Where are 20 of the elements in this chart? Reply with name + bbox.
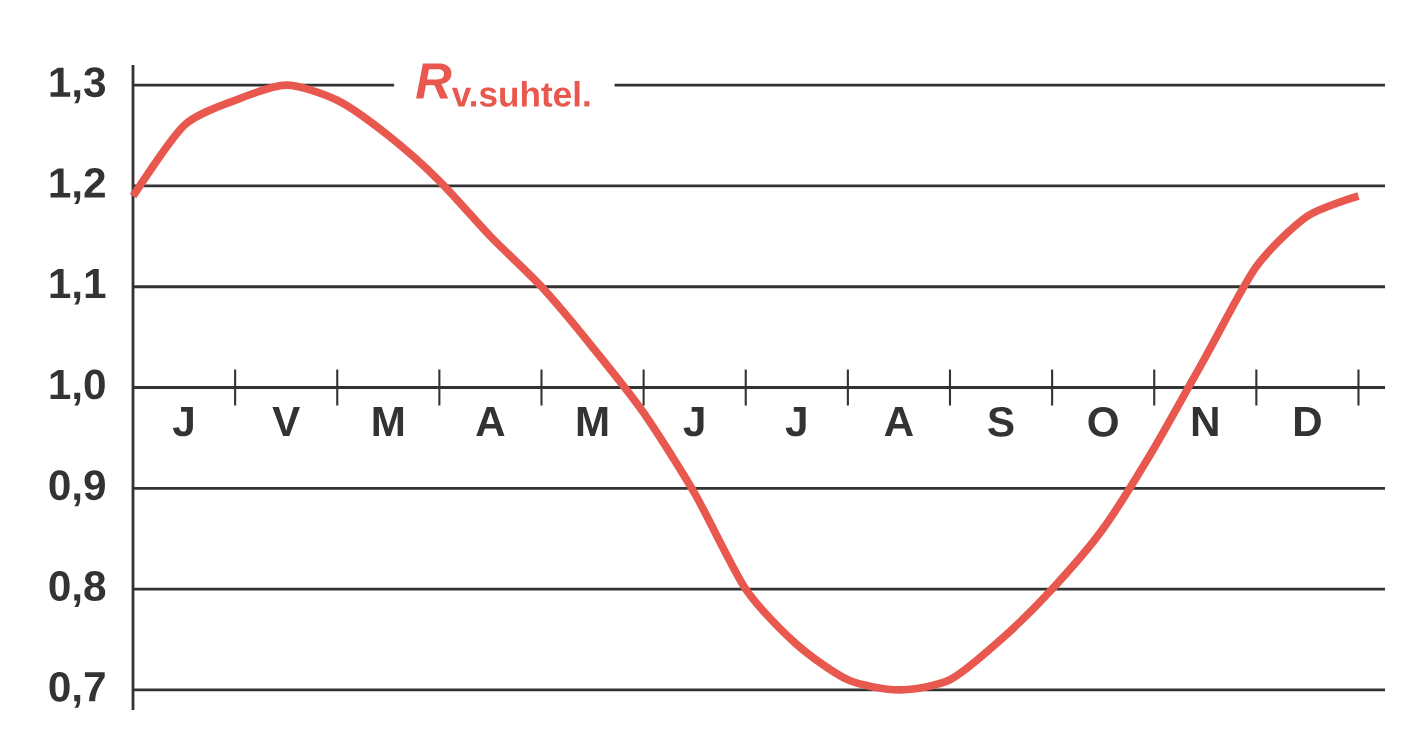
- x-tick-label: A: [476, 406, 505, 436]
- x-tick-label: S: [988, 406, 1014, 437]
- series-label: R$_{v.suhtel.}$: [416, 63, 590, 107]
- x-tick-label: N: [1192, 406, 1218, 436]
- x-tick-label: M: [577, 406, 608, 436]
- y-tick-label: 1,3: [50, 67, 106, 104]
- x-tick-label: A: [884, 406, 914, 436]
- x-tick-label: J: [173, 406, 193, 437]
- x-tick-label: M: [373, 406, 404, 436]
- y-tick-label: 1,2: [50, 167, 105, 204]
- y-tick-label: 0,8: [49, 571, 106, 608]
- x-tick-label: V: [272, 406, 300, 436]
- y-tick-label: 1,0: [50, 369, 105, 406]
- x-tick-label: D: [1294, 406, 1321, 436]
- y-tick-label: 0,7: [49, 671, 105, 708]
- x-tick-label: J: [683, 406, 704, 437]
- x-tick-label: J: [785, 406, 806, 437]
- y-tick-label: 0,9: [49, 470, 105, 507]
- y-tick-label: 1,1: [50, 268, 106, 305]
- x-tick-label: O: [1088, 406, 1118, 437]
